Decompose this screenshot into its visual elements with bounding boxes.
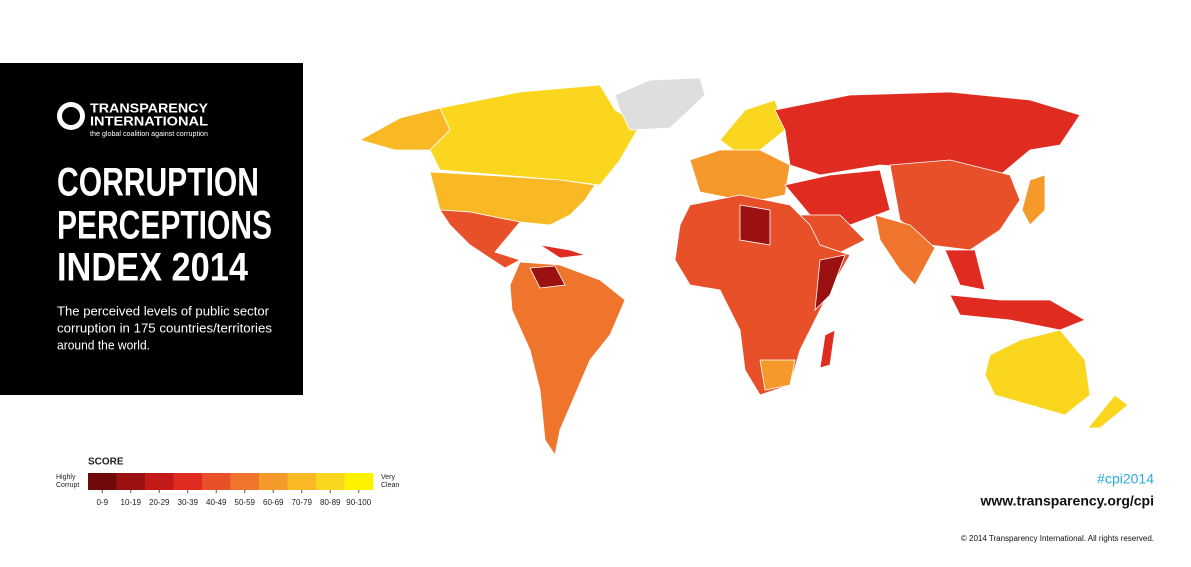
region-libya — [739, 204, 771, 246]
region-africa — [674, 194, 851, 396]
legend-bin-label: 70-79 — [292, 498, 313, 507]
description-line: around the world. — [57, 337, 150, 352]
legend-swatch — [173, 473, 203, 490]
region-venezuela — [529, 265, 566, 289]
legend-low-label: Corrupt — [56, 482, 79, 489]
region-india — [874, 214, 936, 286]
region-canada — [429, 84, 641, 186]
legend-bin-label: 0-9 — [96, 498, 108, 507]
legend-swatch — [230, 473, 260, 490]
region-russia — [774, 91, 1081, 176]
legend-bin-label: 40-49 — [206, 498, 227, 507]
legend-swatch — [259, 473, 288, 490]
world-map — [358, 77, 1129, 457]
title-panel — [0, 63, 303, 395]
legend-swatch — [344, 473, 374, 490]
legend-bin-label: 30-39 — [178, 498, 199, 507]
legend-swatch — [316, 473, 345, 490]
description-line: The perceived levels of public sector — [57, 303, 270, 318]
legend-swatch — [287, 473, 317, 490]
region-indonesia — [949, 294, 1086, 331]
website-url: www.transparency.org/cpi — [980, 493, 1155, 509]
legend-swatch — [116, 473, 146, 490]
legend-swatch — [88, 473, 117, 490]
region-south-america — [509, 261, 626, 457]
legend-title: SCORE — [88, 457, 124, 468]
region-europe — [689, 149, 791, 201]
legend-swatch — [202, 473, 231, 490]
copyright: © 2014 Transparency International. All r… — [961, 534, 1154, 543]
legend-bin-label: 50-59 — [235, 498, 256, 507]
legend-high-label: Very — [381, 474, 396, 481]
legend-bin-label: 90-100 — [346, 498, 371, 507]
legend: SCORE Highly Corrupt Very Clean 0-9 10-19… — [56, 457, 399, 507]
logo-line: TRANSPARENCY — [90, 100, 208, 115]
legend-bin-label: 80-89 — [320, 498, 341, 507]
logo-line: INTERNATIONAL — [90, 113, 208, 128]
region-new-zealand — [1087, 394, 1129, 429]
description-line: corruption in 175 countries/territories — [57, 320, 272, 335]
region-caribbean — [539, 244, 586, 259]
logo-icon-inner — [62, 107, 80, 125]
region-greenland — [614, 77, 706, 131]
region-southeast-asia — [944, 249, 986, 291]
legend-high-label: Clean — [381, 482, 399, 489]
legend-bin-label: 10-19 — [121, 498, 142, 507]
legend-swatch — [145, 473, 174, 490]
region-japan — [1021, 174, 1046, 226]
title-line: INDEX 2014 — [57, 246, 249, 290]
region-somalia — [814, 254, 846, 312]
region-mexico — [439, 209, 522, 269]
legend-bin-label: 60-69 — [263, 498, 284, 507]
legend-bin-label: 20-29 — [149, 498, 170, 507]
legend-low-label: Highly — [56, 474, 76, 481]
region-australia — [984, 329, 1091, 416]
title-line: PERCEPTIONS — [57, 204, 272, 248]
title-line: CORRUPTION — [57, 161, 259, 205]
region-madagascar — [819, 329, 836, 369]
hashtag: #cpi2014 — [1097, 471, 1154, 487]
logo-tagline: the global coalition against corruption — [90, 131, 208, 138]
region-southern-africa — [759, 359, 796, 391]
